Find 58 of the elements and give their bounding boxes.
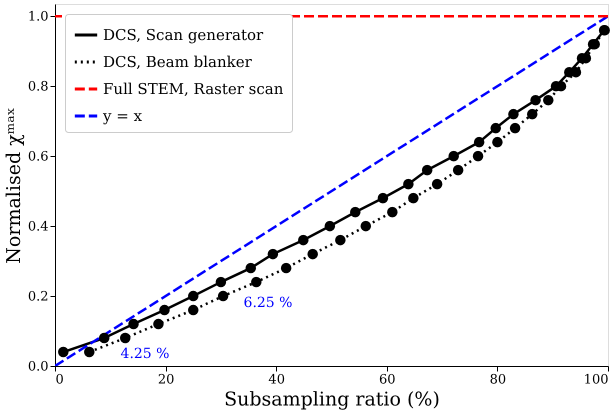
point [526, 108, 538, 120]
x-tick-label: 40 [268, 372, 285, 388]
point [218, 290, 228, 302]
x-axis-title: Subsampling ratio (%) [224, 388, 440, 410]
x-tick-label: 100 [584, 372, 608, 388]
point [268, 248, 278, 260]
point [387, 206, 398, 218]
point [307, 248, 318, 260]
point [98, 332, 110, 344]
y-tick-label: 0.0 [28, 360, 48, 374]
point [159, 304, 170, 316]
y-tick-label: 0.6 [28, 150, 48, 165]
point [448, 150, 459, 162]
legend-label: DCS, Scan generator [103, 26, 264, 44]
point [188, 290, 198, 302]
point [350, 206, 361, 218]
point [153, 318, 164, 330]
legend-label: DCS, Beam blanker [103, 53, 253, 71]
point [251, 276, 262, 288]
point [360, 220, 372, 232]
point [508, 108, 519, 120]
y-tick-label: 0.4 [28, 220, 48, 235]
annotation: 4.25 % [120, 346, 170, 362]
point [58, 346, 69, 358]
x-tick-label: 20 [158, 372, 174, 388]
x-tick-label: 0 [56, 372, 64, 388]
point [530, 94, 541, 106]
point [432, 178, 442, 190]
point [335, 234, 346, 246]
point [246, 262, 256, 274]
point [422, 164, 432, 176]
y-tick-label: 0.8 [28, 80, 48, 95]
point [490, 122, 501, 134]
point [378, 192, 388, 204]
point [492, 136, 503, 148]
x-tick-label: 80 [490, 372, 506, 388]
point [510, 122, 520, 134]
point [403, 178, 414, 190]
x-tick-label: 60 [379, 372, 396, 388]
point [543, 94, 554, 106]
point [324, 220, 336, 232]
point [188, 304, 198, 316]
point [472, 150, 484, 162]
point [298, 234, 309, 246]
point [84, 346, 95, 358]
y-tick-label: 0.2 [28, 290, 48, 305]
y-axis-title: Normalised χᵐᵃˣ [2, 107, 25, 264]
y-tick-label: 1.0 [28, 10, 48, 25]
point [216, 276, 226, 288]
legend-label: Full STEM, Raster scan [103, 80, 284, 98]
point [120, 332, 130, 344]
point [474, 136, 484, 148]
point [452, 164, 464, 176]
point [408, 192, 419, 204]
point [280, 262, 292, 274]
annotation: 6.25 % [244, 295, 292, 311]
point [128, 318, 139, 330]
legend-label: y = x [102, 107, 143, 125]
